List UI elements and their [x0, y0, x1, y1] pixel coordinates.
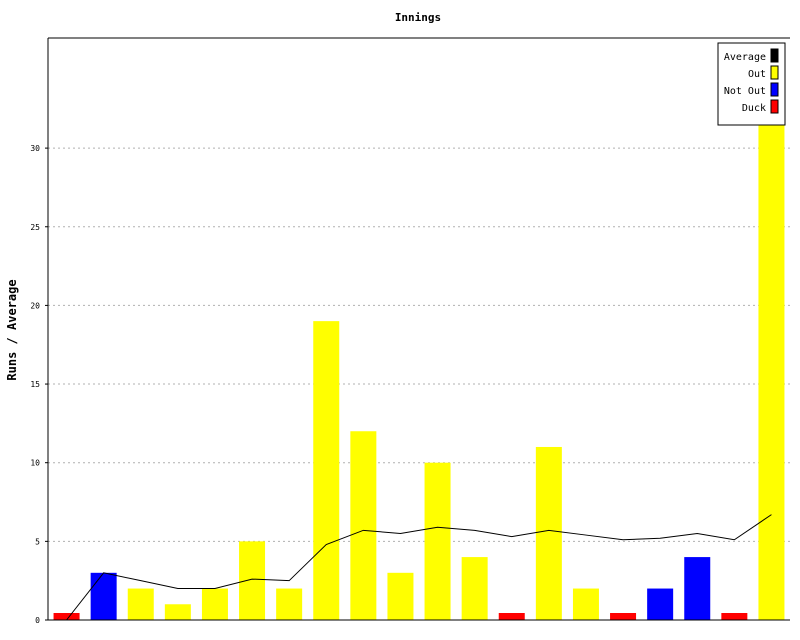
bar-not-out [684, 557, 711, 620]
bars [53, 116, 785, 620]
bar-out [313, 321, 340, 620]
bar-out [572, 588, 599, 620]
legend-swatch [770, 82, 779, 97]
average-line-group [66, 514, 772, 621]
y-tick-label: 15 [30, 380, 40, 389]
y-tick-label: 30 [30, 144, 40, 153]
bar-out [239, 541, 266, 620]
bar-not-out [647, 588, 674, 620]
legend-label: Duck [742, 103, 766, 114]
bar-out [461, 557, 488, 620]
bar-out [350, 431, 377, 620]
y-tick-label: 5 [35, 537, 40, 546]
bar-duck [721, 613, 748, 620]
y-tick-labels: 0 5 10 15 20 25 30 [30, 144, 48, 625]
bar-out [201, 588, 228, 620]
bar-out [758, 116, 785, 620]
chart-title: Innings [395, 11, 441, 24]
y-axis-label: Runs / Average [5, 279, 19, 380]
bar-out [127, 588, 154, 620]
bar-out [164, 604, 191, 620]
y-tick-label: 25 [30, 223, 40, 232]
bar-out [387, 572, 414, 620]
bar-out [276, 588, 303, 620]
y-tick-label: 20 [30, 301, 40, 310]
axes [47, 37, 790, 621]
legend-swatch [770, 65, 779, 80]
legend-label: Out [748, 69, 766, 80]
average-line [66, 514, 772, 621]
grid [48, 147, 790, 542]
legend-swatch [770, 48, 779, 63]
legend-label: Not Out [724, 86, 766, 97]
legend: Average Out Not Out Duck [717, 42, 786, 126]
bar-duck [53, 613, 80, 620]
bar-out [424, 462, 451, 620]
legend-label: Average [724, 52, 766, 63]
y-tick-label: 10 [30, 459, 40, 468]
y-tick-label: 0 [35, 616, 40, 625]
bar-duck [610, 613, 637, 620]
legend-swatch [770, 99, 779, 114]
bar-not-out [90, 572, 117, 620]
bar-duck [498, 613, 525, 620]
bar-out [535, 446, 562, 620]
